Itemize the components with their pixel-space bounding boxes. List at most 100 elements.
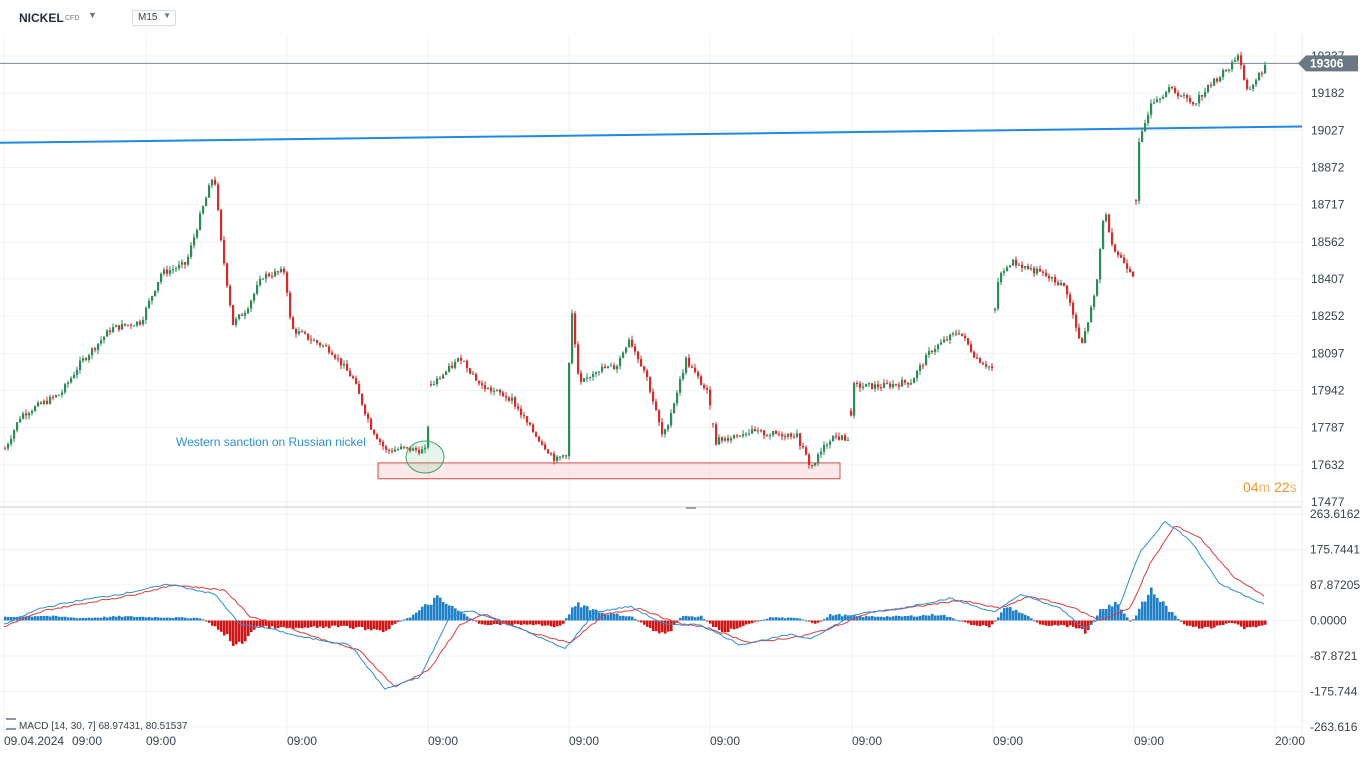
- macd-histogram-bar: [127, 616, 130, 621]
- candle-body: [1231, 61, 1234, 70]
- candle-body: [682, 372, 685, 380]
- macd-histogram-bar: [535, 620, 538, 625]
- candle: [1213, 77, 1216, 87]
- candle-body: [109, 330, 112, 333]
- candle-body: [1072, 302, 1075, 315]
- macd-histogram-bar: [805, 620, 808, 622]
- macd-histogram-bar: [496, 620, 499, 625]
- macd-histogram-bar: [880, 616, 883, 621]
- candle-body: [1249, 88, 1252, 90]
- candle-body: [352, 376, 355, 379]
- macd-histogram-bar: [1063, 620, 1066, 626]
- candle-body: [949, 334, 952, 341]
- candle: [1087, 322, 1090, 334]
- candle: [166, 265, 169, 277]
- candle-body: [877, 384, 880, 388]
- candle: [1207, 84, 1210, 94]
- indicator-menu-icon[interactable]: [6, 718, 16, 730]
- candle-body: [658, 410, 661, 423]
- macd-histogram-bar: [79, 618, 82, 621]
- candle-body: [265, 273, 268, 279]
- macd-histogram-bar: [67, 617, 70, 621]
- candle: [646, 368, 649, 382]
- macd-histogram-bar: [1231, 620, 1234, 624]
- macd-legend-value2: 80.51537: [145, 721, 188, 732]
- macd-histogram-bar: [556, 620, 559, 627]
- candle: [250, 299, 253, 312]
- candle: [1042, 269, 1045, 277]
- candle: [151, 295, 154, 305]
- macd-histogram-bar: [1264, 620, 1267, 625]
- macd-histogram-bar: [1234, 620, 1237, 624]
- macd-histogram-bar: [436, 595, 439, 621]
- candle: [766, 433, 769, 437]
- macd-histogram-bar: [118, 615, 121, 621]
- candle: [718, 434, 721, 445]
- candle: [430, 380, 433, 387]
- candle-body: [163, 269, 166, 274]
- macd-histogram-bar: [331, 620, 334, 626]
- macd-histogram-bar: [643, 620, 646, 625]
- macd-histogram-bar: [121, 617, 124, 621]
- macd-histogram-bar: [685, 615, 688, 621]
- candle: [556, 455, 559, 464]
- candle-body: [64, 384, 67, 393]
- candle: [58, 394, 61, 396]
- symbol-dropdown-icon[interactable]: ▼: [88, 10, 97, 20]
- macd-histogram-bar: [574, 606, 577, 621]
- candle-body: [493, 390, 496, 392]
- candle-body: [1051, 276, 1054, 279]
- candle: [124, 323, 127, 327]
- candle-body: [832, 435, 835, 442]
- macd-histogram-bar: [412, 614, 415, 621]
- candle-body: [940, 342, 943, 345]
- candle: [439, 375, 442, 380]
- candle: [1117, 250, 1120, 258]
- timeframe-selector[interactable]: M15 ▼: [132, 10, 176, 26]
- macd-histogram-bar: [607, 614, 610, 621]
- candle-body: [556, 456, 559, 461]
- macd-histogram-bar: [604, 613, 607, 621]
- macd-histogram-bar: [883, 617, 886, 621]
- candle-body: [904, 380, 907, 383]
- candle-body: [97, 343, 100, 350]
- macd-legend[interactable]: MACD [14, 30, 7] 68.97431, 80.51537: [6, 718, 188, 732]
- macd-histogram-bar: [349, 620, 352, 629]
- candle-body: [394, 449, 397, 452]
- time-axis-label: 09:00: [146, 734, 176, 748]
- macd-histogram-bar: [403, 619, 406, 621]
- macd-axis-label: -263.616: [1310, 720, 1358, 734]
- macd-histogram-bar: [1243, 620, 1246, 630]
- candle-body: [604, 366, 607, 369]
- macd-histogram-bar: [406, 618, 409, 621]
- candle-body: [829, 441, 832, 445]
- macd-histogram-bar: [922, 614, 925, 621]
- candle: [700, 374, 703, 386]
- macd-histogram-bar: [1171, 612, 1174, 621]
- macd-histogram-bar: [391, 620, 394, 626]
- macd-histogram-bar: [433, 597, 436, 621]
- candle-body: [199, 213, 202, 230]
- macd-histogram-bar: [724, 620, 727, 633]
- candle-body: [169, 270, 172, 274]
- candle: [1246, 77, 1249, 91]
- macd-histogram-bar: [817, 620, 820, 623]
- macd-histogram-bar: [1039, 620, 1042, 625]
- candle-body: [61, 392, 64, 395]
- candle-body: [1258, 72, 1261, 81]
- symbol-name[interactable]: NICKEL: [19, 11, 64, 25]
- time-axis-label: 09:00: [287, 734, 317, 748]
- candle: [154, 290, 157, 297]
- candle-body: [127, 324, 130, 326]
- candle-body: [268, 273, 271, 277]
- candle: [571, 309, 574, 365]
- candle: [199, 210, 202, 231]
- candle-body: [775, 431, 778, 434]
- candle: [235, 316, 238, 328]
- macd-histogram-bar: [1003, 608, 1006, 621]
- candle: [457, 357, 460, 363]
- macd-histogram-bar: [181, 617, 184, 621]
- candle: [112, 323, 115, 334]
- candle-body: [70, 378, 73, 383]
